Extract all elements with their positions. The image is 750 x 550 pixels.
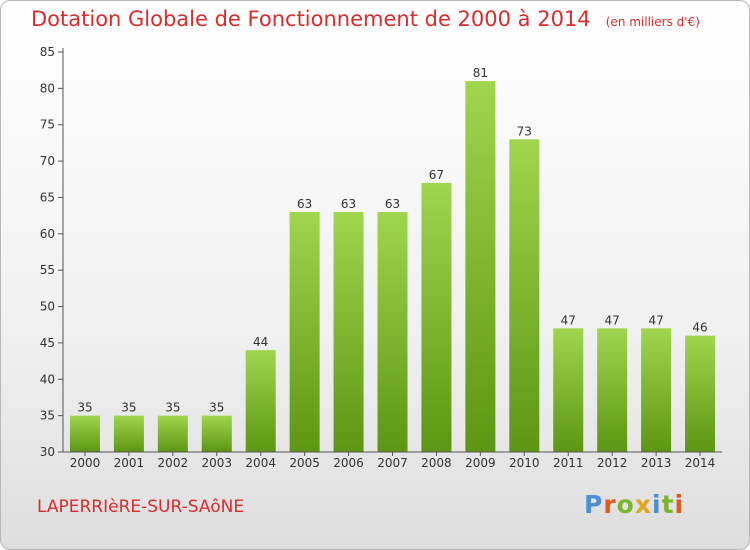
bar xyxy=(245,350,276,452)
bar xyxy=(553,328,584,452)
bar xyxy=(333,212,364,452)
logo-letter: i xyxy=(652,490,662,519)
bar xyxy=(597,328,628,452)
bar-value-label: 35 xyxy=(77,401,92,415)
x-tick-label: 2006 xyxy=(333,456,364,470)
bar-value-label: 47 xyxy=(561,313,576,327)
y-tick-label: 40 xyxy=(40,372,55,386)
bar-value-label: 47 xyxy=(605,313,620,327)
bar-value-label: 47 xyxy=(648,313,663,327)
bar-value-label: 35 xyxy=(165,401,180,415)
bar xyxy=(421,182,452,452)
bar xyxy=(201,415,232,452)
bar xyxy=(685,335,716,452)
bar-value-label: 63 xyxy=(385,197,400,211)
bar-value-label: 63 xyxy=(341,197,356,211)
x-tick-label: 2005 xyxy=(289,456,320,470)
logo-letter: r xyxy=(603,490,617,519)
proxiti-logo: Proxiti xyxy=(584,490,684,519)
y-tick-label: 55 xyxy=(40,263,55,277)
y-tick-label: 75 xyxy=(40,118,55,132)
y-tick-label: 60 xyxy=(40,227,55,241)
y-axis: 30 35 40 45 50 55 60 65 70 75 80 85 xyxy=(40,45,64,459)
x-tick-label: 2009 xyxy=(465,456,496,470)
y-tick-label: 50 xyxy=(40,300,55,314)
bar-value-label: 63 xyxy=(297,197,312,211)
bar xyxy=(113,415,144,452)
bar-value-label: 35 xyxy=(209,401,224,415)
logo-letter: t xyxy=(661,490,675,519)
y-tick-label: 85 xyxy=(40,45,55,59)
bar-value-label: 67 xyxy=(429,168,444,182)
y-tick-label: 45 xyxy=(40,336,55,350)
bar-value-label: 73 xyxy=(517,124,532,138)
x-tick-label: 2008 xyxy=(421,456,452,470)
logo-letter: o xyxy=(616,490,635,519)
y-tick-label: 65 xyxy=(40,190,55,204)
y-tick-label: 70 xyxy=(40,154,55,168)
bar-value-label: 46 xyxy=(692,321,707,335)
bar xyxy=(509,139,540,453)
logo-letter: x xyxy=(634,490,652,519)
x-tick-label: 2004 xyxy=(245,456,276,470)
chart-unit: (en milliers d'€) xyxy=(605,15,700,29)
logo-letter: i xyxy=(674,490,685,519)
bar xyxy=(641,328,672,452)
chart-title: Dotation Globale de Fonctionnement de 20… xyxy=(31,7,591,31)
bar xyxy=(157,415,188,452)
x-tick-label: 2001 xyxy=(114,456,145,470)
y-tick-label: 30 xyxy=(40,445,55,459)
x-tick-label: 2007 xyxy=(377,456,408,470)
x-tick-label: 2014 xyxy=(685,456,716,470)
y-tick-label: 35 xyxy=(40,409,55,423)
bar-value-label: 81 xyxy=(473,66,488,80)
x-tick-label: 2011 xyxy=(553,456,584,470)
commune-name: LAPERRIèRE-SUR-SAôNE xyxy=(37,497,245,517)
chart-title-block: Dotation Globale de Fonctionnement de 20… xyxy=(31,7,700,31)
x-axis: 2000 2001 2002 2003 2004 2005 2006 2007 2008 2009… xyxy=(63,451,722,470)
y-tick-label: 80 xyxy=(40,81,55,95)
data-labels: 35 35 35 35 44 63 63 63 67 81 73 47 47 47 46 xyxy=(77,66,707,415)
bar xyxy=(465,81,496,452)
bars xyxy=(69,81,716,453)
bar-value-label: 35 xyxy=(121,401,136,415)
bar xyxy=(377,212,408,452)
x-tick-label: 2010 xyxy=(509,456,540,470)
x-tick-label: 2012 xyxy=(597,456,628,470)
bar xyxy=(69,415,100,452)
logo-letter: P xyxy=(584,490,604,519)
x-tick-label: 2003 xyxy=(201,456,232,470)
bar-value-label: 44 xyxy=(253,335,268,349)
x-tick-label: 2013 xyxy=(641,456,672,470)
x-tick-label: 2000 xyxy=(70,456,101,470)
bar xyxy=(289,212,320,452)
x-tick-label: 2002 xyxy=(158,456,189,470)
